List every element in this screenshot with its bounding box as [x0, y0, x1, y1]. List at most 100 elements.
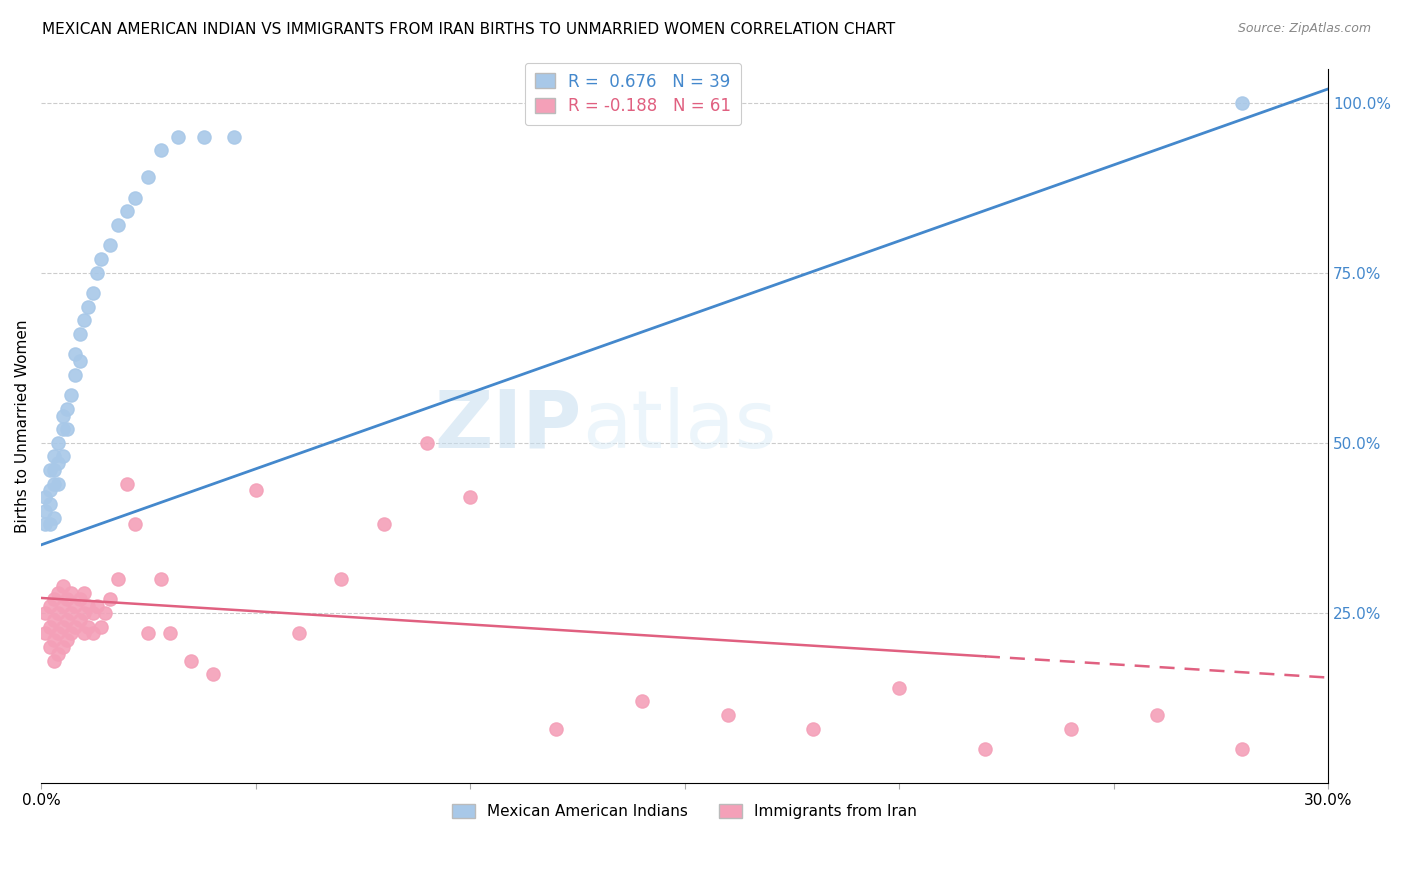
Point [51, 599, 73, 613]
Point [73, 313, 96, 327]
Point [42, 633, 65, 648]
Point [974, 742, 997, 756]
Point [46, 435, 69, 450]
Point [1232, 95, 1254, 110]
Point [56, 633, 79, 648]
Point [1232, 742, 1254, 756]
Point [42, 463, 65, 477]
Point [60, 626, 83, 640]
Point [38, 463, 60, 477]
Point [51, 619, 73, 633]
Point [38, 483, 60, 498]
Point [38, 619, 60, 633]
Point [69, 613, 91, 627]
Point [107, 572, 129, 586]
Point [38, 599, 60, 613]
Point [201, 667, 224, 681]
Point [42, 450, 65, 464]
Point [46, 626, 69, 640]
Point [1060, 722, 1083, 736]
Point [46, 606, 69, 620]
Point [38, 497, 60, 511]
Point [73, 606, 96, 620]
Point [180, 654, 202, 668]
Point [56, 401, 79, 416]
Point [34, 504, 56, 518]
Y-axis label: Births to Unmarried Women: Births to Unmarried Women [15, 319, 30, 533]
Point [82, 606, 104, 620]
Point [86, 266, 108, 280]
Point [373, 517, 395, 532]
Point [73, 626, 96, 640]
Point [42, 654, 65, 668]
Point [38, 517, 60, 532]
Point [82, 286, 104, 301]
Point [138, 170, 160, 185]
Point [150, 143, 173, 157]
Point [73, 585, 96, 599]
Point [630, 694, 652, 708]
Point [150, 572, 173, 586]
Point [98, 238, 121, 252]
Point [65, 619, 87, 633]
Point [77, 619, 100, 633]
Point [716, 708, 738, 723]
Text: MEXICAN AMERICAN INDIAN VS IMMIGRANTS FROM IRAN BIRTHS TO UNMARRIED WOMEN CORREL: MEXICAN AMERICAN INDIAN VS IMMIGRANTS FR… [42, 22, 896, 37]
Point [34, 606, 56, 620]
Point [56, 592, 79, 607]
Point [51, 422, 73, 436]
Legend: Mexican American Indians, Immigrants from Iran: Mexican American Indians, Immigrants fro… [446, 798, 922, 825]
Point [42, 510, 65, 524]
Point [38, 640, 60, 654]
Point [224, 129, 246, 144]
Point [51, 409, 73, 423]
Point [34, 490, 56, 504]
Point [69, 326, 91, 341]
Point [65, 599, 87, 613]
Point [167, 129, 190, 144]
Point [458, 490, 481, 504]
Point [60, 388, 83, 402]
Point [124, 191, 146, 205]
Point [46, 585, 69, 599]
Point [69, 354, 91, 368]
Point [1146, 708, 1168, 723]
Point [416, 435, 439, 450]
Point [46, 476, 69, 491]
Point [65, 347, 87, 361]
Point [245, 483, 267, 498]
Point [51, 640, 73, 654]
Point [124, 517, 146, 532]
Point [34, 626, 56, 640]
Point [107, 218, 129, 232]
Point [51, 579, 73, 593]
Point [42, 592, 65, 607]
Point [46, 456, 69, 470]
Point [34, 517, 56, 532]
Point [887, 681, 910, 695]
Point [330, 572, 353, 586]
Point [90, 252, 112, 266]
Point [94, 606, 117, 620]
Point [90, 619, 112, 633]
Point [287, 626, 309, 640]
Point [51, 450, 73, 464]
Text: atlas: atlas [582, 387, 776, 465]
Point [60, 606, 83, 620]
Point [801, 722, 824, 736]
Point [77, 599, 100, 613]
Point [159, 626, 181, 640]
Point [98, 592, 121, 607]
Point [544, 722, 567, 736]
Text: Source: ZipAtlas.com: Source: ZipAtlas.com [1237, 22, 1371, 36]
Point [60, 585, 83, 599]
Text: ZIP: ZIP [434, 387, 582, 465]
Point [86, 599, 108, 613]
Point [77, 300, 100, 314]
Point [42, 613, 65, 627]
Point [46, 647, 69, 661]
Point [56, 613, 79, 627]
Point [65, 368, 87, 382]
Point [193, 129, 215, 144]
Point [82, 626, 104, 640]
